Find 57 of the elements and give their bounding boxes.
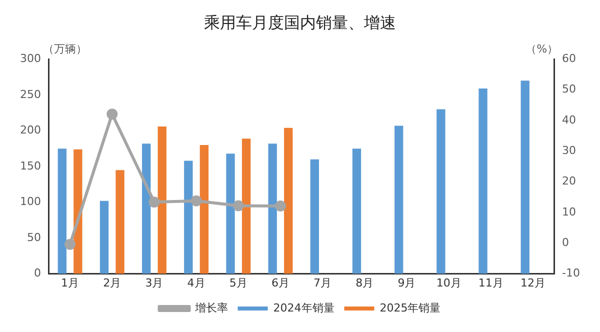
y-tick-label: 50 — [26, 230, 41, 244]
bar — [116, 170, 124, 274]
bar — [184, 160, 193, 274]
bar — [520, 80, 530, 274]
chart-title: 乘用车月度国内销量、增速 — [204, 12, 396, 32]
point — [190, 195, 202, 206]
x-tick-label: 8月 — [356, 276, 374, 290]
y2-tick-label: 10 — [562, 205, 576, 218]
y2-tick-label: 50 — [562, 82, 576, 96]
legend-label: 2025年销量 — [380, 301, 441, 314]
x-tick-label: 11月 — [478, 276, 504, 290]
point — [148, 196, 160, 208]
y2-tick-label: 0 — [562, 236, 570, 249]
y2-tick-label: -10 — [562, 266, 580, 280]
bar — [394, 126, 404, 274]
bar — [58, 148, 66, 274]
y2-tick-label: 40 — [562, 113, 576, 126]
y-tick-label: 300 — [20, 52, 41, 66]
legend-label: 增长率 — [194, 301, 228, 314]
point — [64, 238, 76, 250]
y-axis-title: （万辆） — [42, 42, 87, 56]
bar — [352, 148, 362, 274]
bar — [284, 128, 293, 274]
x-tick-label: 5月 — [229, 276, 248, 290]
bar — [310, 159, 320, 274]
y2-tick-label: 30 — [562, 144, 576, 158]
y-tick-label: 250 — [20, 88, 41, 101]
y-tick-label: 150 — [20, 159, 41, 172]
bar — [436, 109, 446, 274]
point — [232, 200, 244, 212]
y2-tick-label: 60 — [562, 52, 576, 66]
point — [106, 108, 118, 120]
bar — [74, 149, 82, 274]
y2-axis-title: （%） — [526, 42, 558, 56]
x-tick-label: 4月 — [187, 276, 206, 290]
bar — [142, 144, 151, 274]
point — [274, 200, 286, 212]
x-tick-label: 6月 — [271, 276, 290, 290]
x-tick-label: 9月 — [398, 276, 416, 290]
x-tick-label: 10月 — [436, 276, 462, 290]
y-tick-label: 0 — [34, 266, 41, 280]
x-tick-label: 1月 — [61, 276, 80, 290]
x-tick-label: 12月 — [520, 276, 546, 290]
bar — [100, 200, 109, 274]
bar — [242, 138, 251, 274]
bar — [268, 144, 277, 274]
bar — [158, 126, 166, 274]
y-tick-label: 100 — [20, 195, 41, 208]
x-tick-label: 2月 — [103, 276, 122, 290]
bar — [226, 154, 235, 274]
bar — [478, 88, 488, 274]
legend-label: 2024年销量 — [273, 301, 334, 314]
y-tick-label: 200 — [20, 124, 41, 137]
bar — [200, 145, 209, 274]
x-tick-label: 3月 — [145, 276, 164, 290]
x-tick-label: 7月 — [314, 276, 332, 290]
y2-tick-label: 20 — [562, 174, 576, 188]
